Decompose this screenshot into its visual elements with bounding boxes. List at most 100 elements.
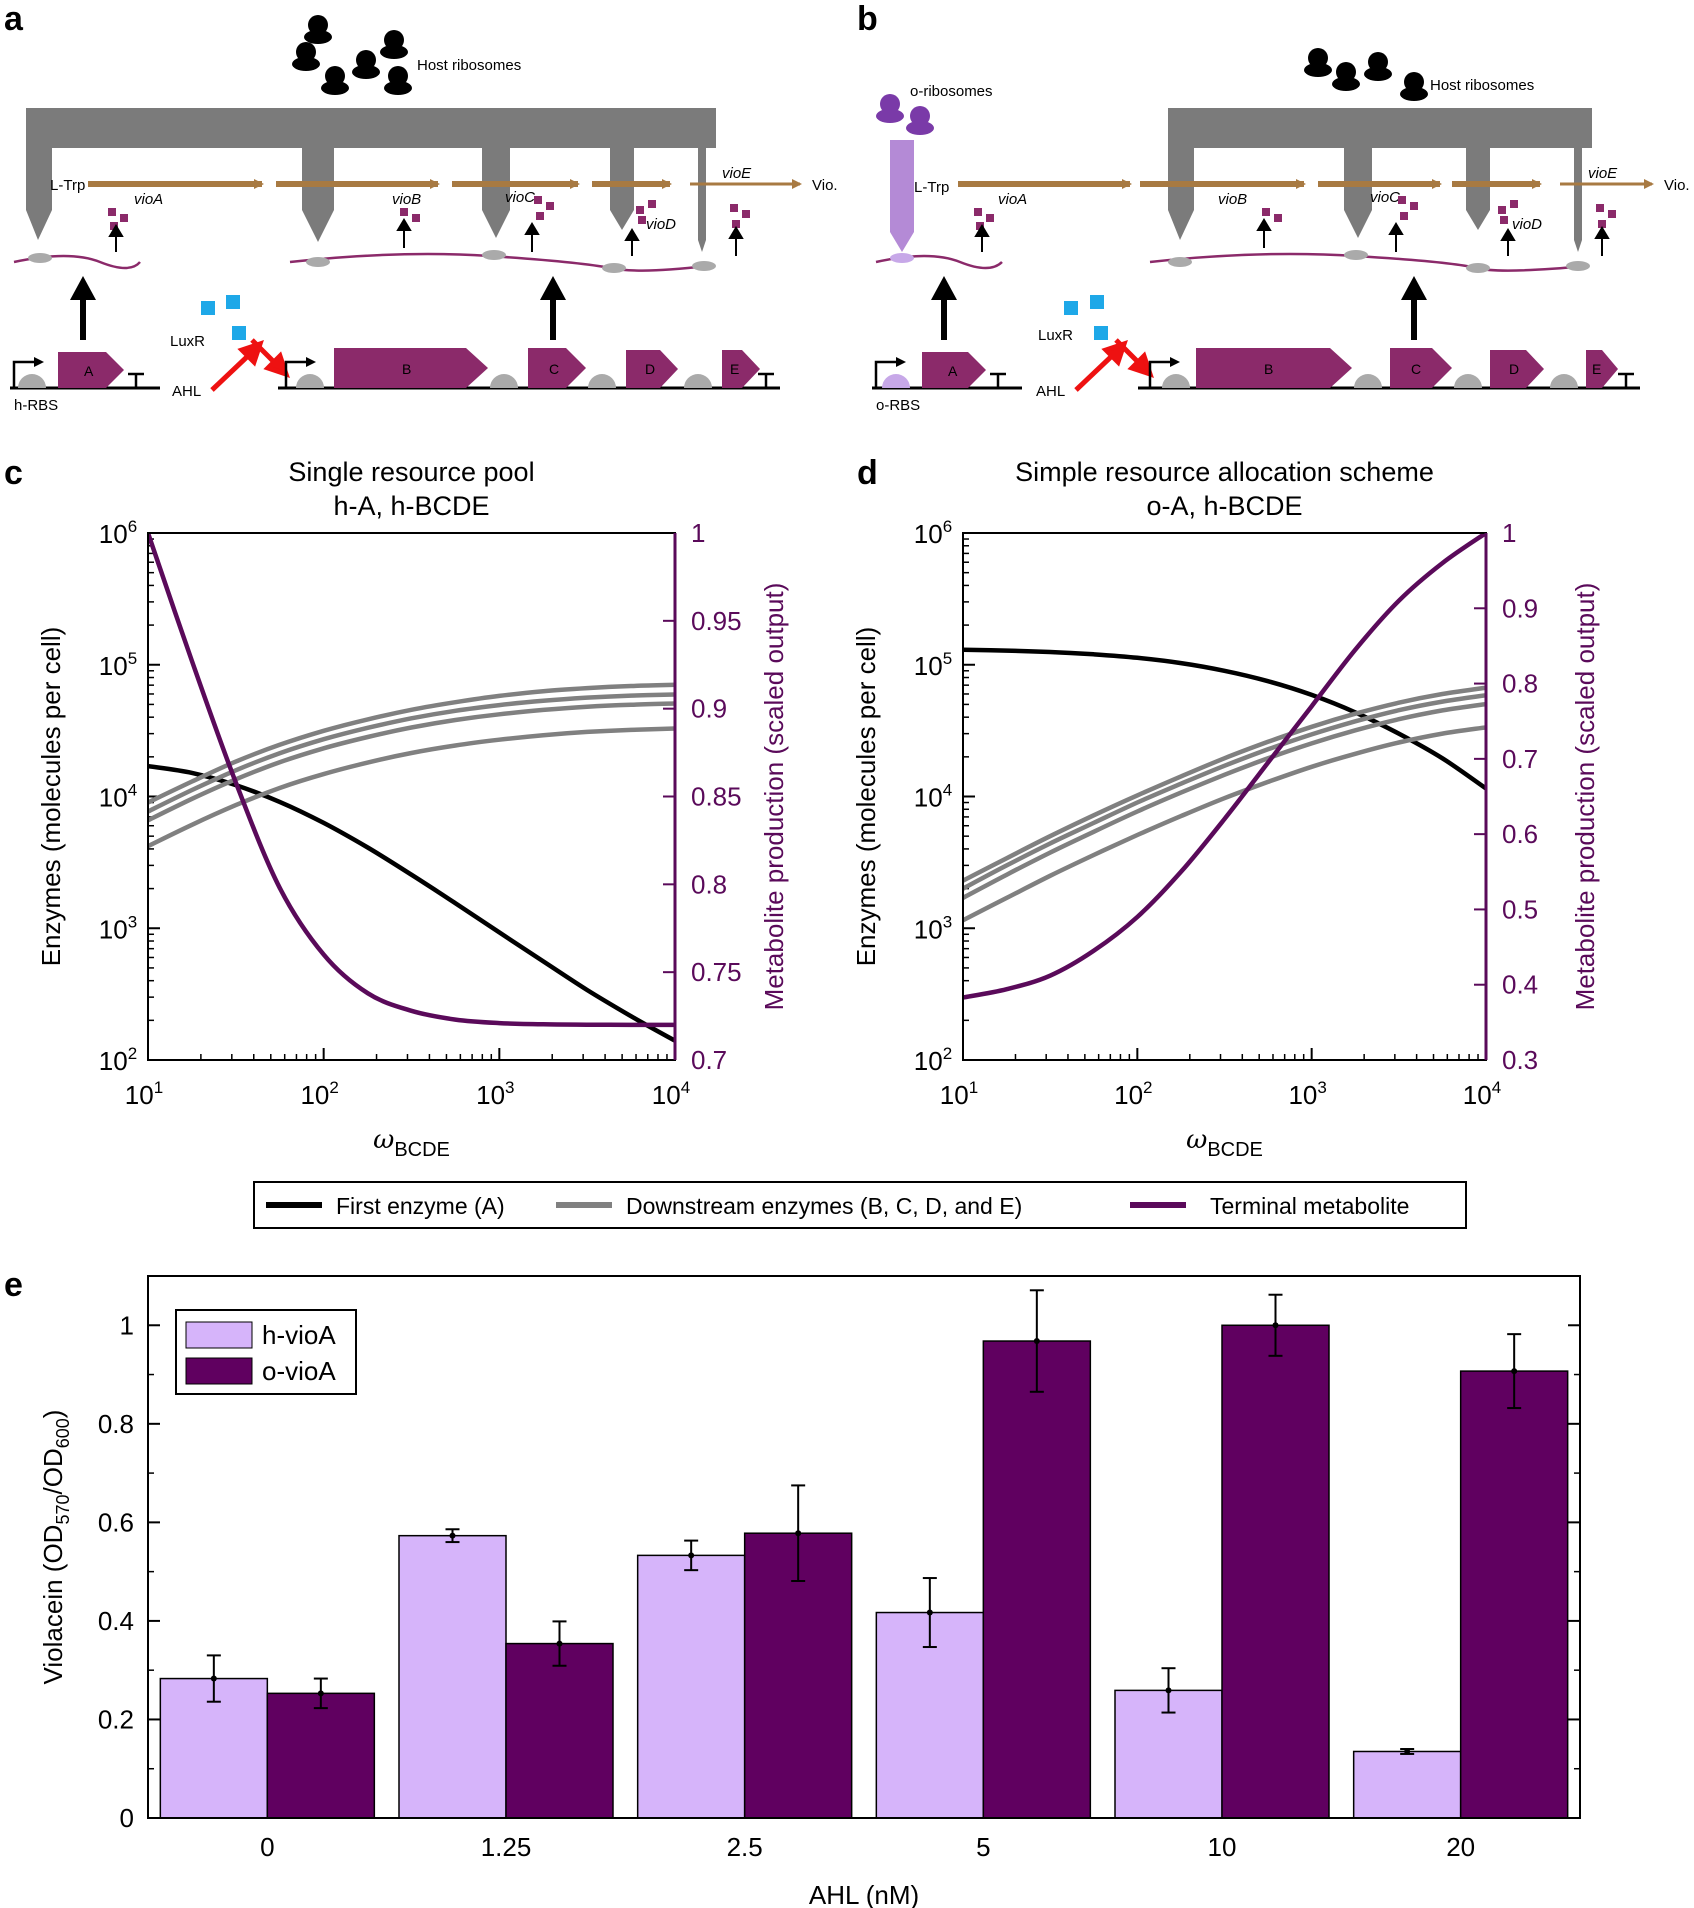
y-left-axis-label: Enzymes (molecules per cell) bbox=[851, 627, 881, 967]
gene-label-vioE: vioE bbox=[1588, 165, 1618, 182]
y-right-tick-label: 0.8 bbox=[1502, 669, 1538, 699]
host-ribosome-icon bbox=[292, 42, 320, 71]
host-ribosome-pool bbox=[26, 108, 716, 252]
chart-title-line2: o-A, h-BCDE bbox=[1146, 491, 1302, 521]
bar-h-vioA bbox=[1352, 1750, 1462, 1819]
legend-e: h-vioA o-vioA bbox=[175, 1309, 357, 1395]
x-tick-label: 103 bbox=[476, 1078, 514, 1110]
ahl-label: AHL bbox=[172, 383, 201, 400]
panel-d-letter: d bbox=[857, 454, 878, 492]
x-tick-label: 102 bbox=[300, 1078, 338, 1110]
legend-first-enzyme-label: First enzyme (A) bbox=[336, 1193, 505, 1219]
downstream-enzyme-line bbox=[148, 692, 675, 814]
gene-box-B: B bbox=[402, 361, 411, 377]
x-tick-label: 102 bbox=[1114, 1078, 1152, 1110]
y-tick-label: 0.2 bbox=[98, 1704, 134, 1734]
downstream-enzyme-line bbox=[148, 726, 675, 849]
first-enzyme-line bbox=[963, 647, 1486, 791]
gene-label-vioC: vioC bbox=[1370, 189, 1400, 206]
vioBCDE-construct bbox=[278, 348, 780, 390]
gene-box-C: C bbox=[1411, 361, 1421, 377]
chart-e: 00.20.40.60.810 1.25 2.5 5 10 20h-vioAo-vioAA… bbox=[38, 1275, 1581, 1908]
gene-label-vioE: vioE bbox=[722, 165, 752, 182]
gene-box-A: A bbox=[948, 363, 958, 379]
y-left-tick-label: 102 bbox=[99, 1044, 137, 1076]
y-right-tick-label: 0.8 bbox=[691, 869, 727, 899]
chart-c: Single resource pool h-A, h-BCDE 102 103 104… bbox=[36, 457, 789, 1161]
mean-point bbox=[1165, 1687, 1172, 1694]
y-right-tick-label: 0.9 bbox=[691, 694, 727, 724]
panel-c-letter: c bbox=[4, 454, 23, 492]
mean-point bbox=[1404, 1748, 1411, 1755]
y-right-tick-label: 0.6 bbox=[1502, 819, 1538, 849]
luxr-icon bbox=[201, 295, 246, 340]
gene-label-vioA: vioA bbox=[134, 191, 163, 208]
y-tick-label: 0 bbox=[120, 1803, 134, 1833]
x-tick-label: 20 bbox=[1446, 1832, 1475, 1862]
gene-label-vioA: vioA bbox=[998, 191, 1027, 208]
x-tick-label: 104 bbox=[1463, 1078, 1501, 1110]
x-tick-label: 2.5 bbox=[727, 1832, 763, 1862]
host-ribosome-cluster bbox=[1304, 48, 1428, 101]
y-left-axis-label: Enzymes (molecules per cell) bbox=[36, 627, 66, 967]
x-axis-label: ωBCDE bbox=[373, 1125, 450, 1161]
y-right-tick-label: 0.95 bbox=[691, 606, 742, 636]
mean-point bbox=[1272, 1322, 1279, 1329]
o-ribosome-icon bbox=[876, 94, 904, 123]
y-right-tick-label: 0.3 bbox=[1502, 1045, 1538, 1075]
legend-metabolite-label: Terminal metabolite bbox=[1210, 1193, 1409, 1219]
panel-b-letter: b bbox=[857, 0, 878, 38]
host-ribosome-pool bbox=[1168, 108, 1592, 252]
x-axis-label: ωBCDE bbox=[1186, 1125, 1263, 1161]
x-tick-label: 101 bbox=[125, 1078, 163, 1110]
x-axis-label: AHL (nM) bbox=[809, 1880, 919, 1908]
legend-cd: First enzyme (A) Downstream enzymes (B, … bbox=[253, 1181, 1467, 1229]
y-right-tick-label: 0.9 bbox=[1502, 593, 1538, 623]
chart-title-line1: Single resource pool bbox=[288, 457, 534, 487]
y-right-tick-label: 0.7 bbox=[691, 1045, 727, 1075]
bar-o-vioA bbox=[982, 1340, 1092, 1819]
y-tick-label: 0.4 bbox=[98, 1606, 134, 1636]
gene-box-D: D bbox=[645, 361, 655, 377]
substrate-label: L-Trp bbox=[914, 179, 949, 196]
bar-o-vioA bbox=[1459, 1370, 1569, 1819]
host-ribosome-icon bbox=[321, 66, 349, 95]
gene-box-D: D bbox=[1509, 361, 1519, 377]
o-ribosome-cluster bbox=[876, 94, 934, 135]
host-ribosomes-label: Host ribosomes bbox=[1430, 77, 1534, 94]
x-tick-label: 0 bbox=[260, 1832, 274, 1862]
y-right-axis-label: Metabolite production (scaled output) bbox=[1570, 583, 1600, 1011]
host-ribosome-icon bbox=[352, 50, 380, 79]
gene-label-vioB: vioB bbox=[392, 191, 421, 208]
ahl-induction-arrows bbox=[1074, 338, 1154, 392]
o-ribosome-pool bbox=[890, 140, 914, 252]
y-left-tick-label: 102 bbox=[914, 1044, 952, 1076]
chart-d: Simple resource allocation scheme o-A, h-… bbox=[851, 457, 1600, 1161]
panel-a-diagram: a Host ribosomes L-Trp Vio. vioA vioB vi… bbox=[4, 0, 838, 414]
chart-title-line2: h-A, h-BCDE bbox=[333, 491, 489, 521]
legend-swatch bbox=[185, 1357, 253, 1385]
y-axis-label: Violacein (OD570/OD600) bbox=[38, 1410, 73, 1685]
bar-h-vioA bbox=[636, 1554, 746, 1819]
mean-point bbox=[556, 1640, 563, 1647]
y-right-tick-label: 1 bbox=[691, 518, 705, 548]
o-ribosomes-label: o-ribosomes bbox=[910, 83, 993, 100]
vioA-construct bbox=[872, 352, 1022, 390]
y-right-tick-label: 0.5 bbox=[1502, 894, 1538, 924]
legend-swatch bbox=[185, 1321, 253, 1349]
bar-o-vioA bbox=[1221, 1324, 1330, 1819]
bar-o-vioA bbox=[266, 1692, 376, 1819]
host-ribosome-icon bbox=[1364, 52, 1392, 81]
product-label: Vio. bbox=[1664, 177, 1690, 194]
mean-point bbox=[926, 1609, 933, 1616]
x-tick-label: 104 bbox=[652, 1078, 690, 1110]
luxr-icon bbox=[1064, 295, 1108, 340]
terminal-metabolite-line bbox=[148, 533, 675, 1028]
y-left-tick-label: 105 bbox=[99, 649, 137, 681]
luxr-label: LuxR bbox=[1038, 327, 1073, 344]
mean-point bbox=[1033, 1338, 1040, 1345]
gene-box-A: A bbox=[84, 363, 94, 379]
gene-box-E: E bbox=[1592, 361, 1601, 377]
rbs-label: h-RBS bbox=[14, 397, 58, 414]
mean-point bbox=[795, 1530, 802, 1537]
